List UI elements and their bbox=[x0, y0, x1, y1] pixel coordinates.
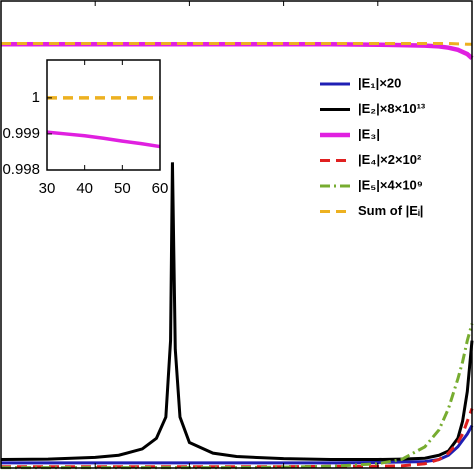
legend-label: |E₅|×4×10⁹ bbox=[358, 177, 423, 192]
legend-label: |E₁|×20 bbox=[358, 75, 401, 90]
x-tick-label: 60 bbox=[152, 180, 169, 197]
legend-label: |E₂|×8×10¹³ bbox=[358, 101, 426, 116]
x-tick-label: 50 bbox=[114, 180, 131, 197]
series-line bbox=[1, 323, 474, 470]
y-tick-label: 0.998 bbox=[2, 161, 40, 178]
x-tick-label: 30 bbox=[39, 180, 56, 197]
axes-frame bbox=[46, 59, 161, 171]
legend-label: |E₃| bbox=[358, 126, 380, 141]
series-line bbox=[1, 42, 474, 60]
series-line bbox=[1, 408, 474, 469]
y-tick-label: 0.999 bbox=[2, 125, 40, 142]
x-tick-label: 40 bbox=[76, 180, 93, 197]
y-tick-label: 1 bbox=[32, 89, 40, 106]
legend-label: Sum of |Eᵢ| bbox=[358, 203, 423, 218]
series-line bbox=[1, 424, 474, 465]
inset-background bbox=[47, 60, 160, 170]
legend: |E₁|×20 |E₂|×8×10¹³ |E₃| |E₄|×2×10² |E₅|×4×1… bbox=[320, 75, 426, 218]
legend-label: |E₄|×2×10² bbox=[358, 152, 422, 167]
series-line bbox=[1, 41, 472, 46]
series-line bbox=[46, 130, 161, 149]
